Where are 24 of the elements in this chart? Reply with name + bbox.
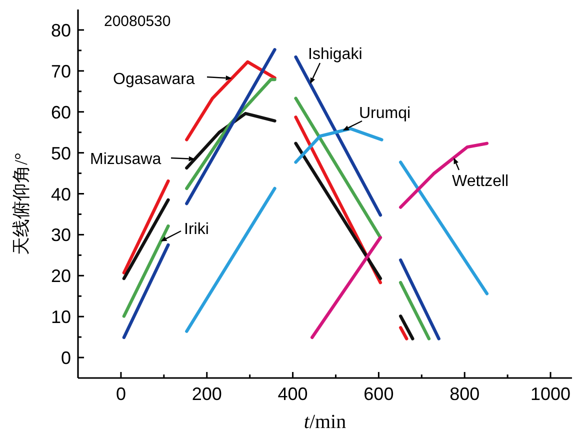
y-tick-label: 50 xyxy=(50,143,71,164)
x-tick-label: 0 xyxy=(116,384,126,404)
series-label: Iriki xyxy=(184,221,209,238)
y-tick-label: 60 xyxy=(50,102,71,122)
y-tick-label: 0 xyxy=(60,348,71,368)
series-label: Wettzell xyxy=(452,173,509,190)
x-tick-label: 800 xyxy=(450,384,480,404)
chart-title: 20080530 xyxy=(104,13,171,30)
x-tick-label: 600 xyxy=(364,384,394,404)
series-label: Ogasawara xyxy=(113,71,195,88)
x-axis-title: t/min xyxy=(304,411,346,433)
series-label: Mizusawa xyxy=(90,151,162,168)
y-tick-label: 10 xyxy=(50,307,71,328)
x-tick-label: 1000 xyxy=(530,384,571,404)
x-tick-label: 400 xyxy=(278,384,308,404)
series-label: Ishigaki xyxy=(308,46,362,63)
y-tick-label: 30 xyxy=(50,225,71,246)
y-tick-label: 70 xyxy=(50,61,71,82)
y-axis-title: 天线俯仰角/° xyxy=(11,152,31,255)
y-tick-label: 20 xyxy=(50,266,71,286)
series-label: Urumqi xyxy=(359,105,411,122)
x-tick-label: 200 xyxy=(192,384,222,404)
y-tick-label: 80 xyxy=(50,20,71,40)
y-tick-label: 40 xyxy=(50,184,71,204)
